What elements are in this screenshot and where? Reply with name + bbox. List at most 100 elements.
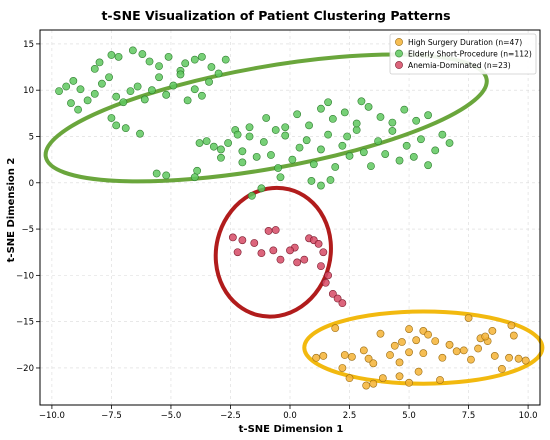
data-point <box>257 249 266 258</box>
data-point <box>400 105 409 114</box>
data-point <box>67 99 75 108</box>
data-point <box>264 227 273 235</box>
data-point <box>90 89 99 98</box>
data-point <box>198 91 206 100</box>
data-point <box>338 299 347 308</box>
data-point <box>338 364 347 372</box>
data-point <box>417 135 425 144</box>
data-point <box>459 346 468 355</box>
data-point <box>490 352 499 360</box>
data-point <box>359 346 368 355</box>
data-point <box>295 143 304 152</box>
data-point <box>145 57 154 66</box>
data-point <box>343 132 352 141</box>
x-axis: −10.0 −7.5 −5.0 −2.5 0.0 2.5 5.0 7.5 10.0 <box>39 405 538 421</box>
data-point <box>62 82 71 91</box>
data-point <box>76 85 85 94</box>
data-point <box>181 59 190 68</box>
data-point <box>274 164 282 172</box>
data-point <box>217 145 225 154</box>
data-point <box>412 116 421 125</box>
x-axis-label: t-SNE Dimension 1 <box>239 424 344 435</box>
data-point <box>128 46 137 55</box>
data-point <box>302 136 311 145</box>
data-point <box>238 147 247 156</box>
data-point <box>419 349 428 358</box>
data-point <box>388 127 397 135</box>
data-point <box>390 341 399 350</box>
data-point <box>321 278 330 287</box>
data-point <box>262 114 271 122</box>
data-point <box>293 258 302 267</box>
data-point <box>269 246 278 255</box>
data-point <box>326 176 335 184</box>
data-point <box>317 181 325 190</box>
series-3 <box>228 226 347 308</box>
data-point <box>452 347 461 356</box>
data-point <box>488 327 497 335</box>
data-point <box>328 289 337 298</box>
y-tick-label: 5 <box>29 132 34 142</box>
data-point <box>424 330 432 339</box>
data-point <box>190 173 199 182</box>
data-point <box>305 121 313 130</box>
legend-marker <box>395 38 403 46</box>
data-point <box>409 152 418 161</box>
y-tick-label: −20 <box>16 364 34 374</box>
data-point <box>193 166 202 175</box>
data-point <box>209 142 218 151</box>
data-point <box>148 86 156 95</box>
data-point <box>293 110 302 119</box>
data-point <box>271 126 280 134</box>
data-point <box>202 137 211 146</box>
data-point <box>238 158 247 167</box>
data-point <box>431 146 440 155</box>
y-tick-label: 15 <box>23 40 34 50</box>
data-point <box>395 156 404 165</box>
data-point <box>514 354 523 363</box>
data-point <box>424 111 432 120</box>
data-point <box>398 338 406 346</box>
data-point <box>114 52 123 61</box>
data-point <box>412 336 421 345</box>
data-point <box>386 351 394 359</box>
data-point <box>340 351 349 359</box>
data-point <box>464 314 473 322</box>
data-point <box>207 63 216 71</box>
data-point <box>333 294 342 303</box>
data-point <box>119 98 128 107</box>
data-point <box>169 81 178 90</box>
data-point <box>238 236 247 245</box>
cluster-ellipse-3 <box>213 185 333 319</box>
data-point <box>107 114 116 122</box>
data-point <box>309 160 318 169</box>
data-point <box>317 262 325 271</box>
series-2 <box>55 46 454 200</box>
data-point <box>376 329 385 338</box>
data-point <box>245 132 254 141</box>
data-point <box>281 131 290 140</box>
data-point <box>221 55 230 64</box>
y-tick-label: −5 <box>21 225 34 235</box>
data-point <box>250 239 259 247</box>
data-point <box>324 98 332 107</box>
x-tick-label: 7.5 <box>462 411 476 421</box>
data-point <box>257 184 266 193</box>
data-point <box>345 374 354 383</box>
data-point <box>140 95 149 104</box>
x-tick-label: 10.0 <box>519 411 538 421</box>
data-point <box>388 118 397 127</box>
data-point <box>162 171 171 180</box>
data-point <box>152 169 161 178</box>
data-point <box>381 150 390 158</box>
data-point <box>378 374 387 383</box>
data-point <box>314 239 323 248</box>
data-point <box>331 324 340 333</box>
data-point <box>445 340 454 349</box>
data-point <box>105 73 113 82</box>
data-point <box>362 381 371 390</box>
data-point <box>267 151 275 159</box>
data-point <box>112 121 121 130</box>
data-point <box>376 113 385 121</box>
